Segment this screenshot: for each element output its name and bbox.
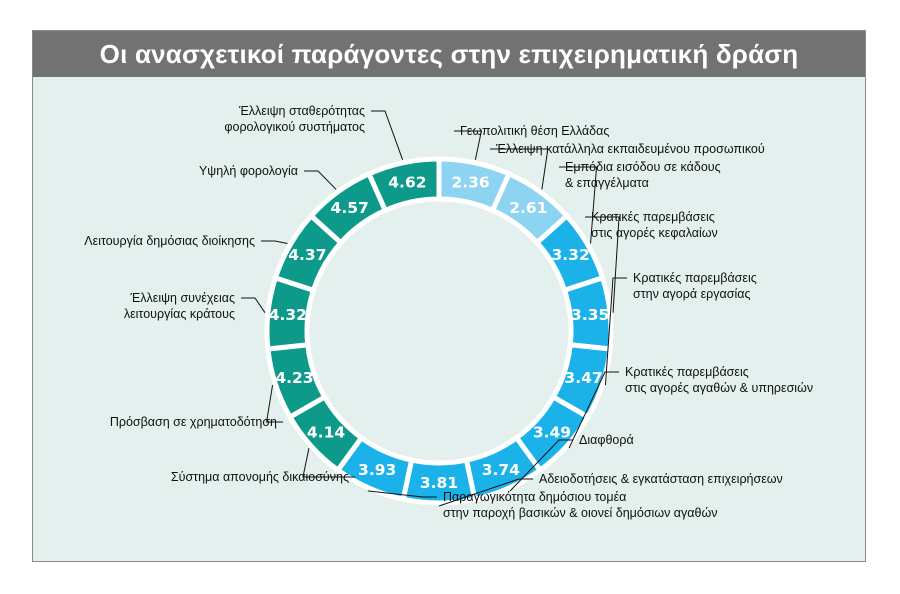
- slice-label-line: Εμπόδια εισόδου σε κάδους: [565, 160, 721, 174]
- slice-value: 4.57: [331, 199, 369, 217]
- slice-label-line: Γεωπολιτική θέση Ελλάδας: [460, 124, 609, 138]
- slice-label-line: Έλλειψη συνέχειας: [129, 291, 235, 305]
- leader-line: [261, 240, 288, 244]
- slice-label: Κρατικές παρεμβάσεις στις αγορές αγαθών &…: [625, 365, 813, 395]
- slice-label-line: Διαφθορά: [579, 433, 634, 447]
- slice-value: 3.93: [358, 461, 396, 479]
- leader-line: [559, 166, 598, 244]
- slice-value: 3.49: [533, 424, 571, 442]
- leader-line: [241, 297, 266, 313]
- leader-line: [568, 371, 619, 449]
- leader-line: [367, 490, 437, 498]
- slice-label-line: φορολογικού συστήματος: [224, 120, 365, 134]
- slice-value: 4.23: [275, 369, 313, 387]
- slice-label-line: στην παροχή βασικών & οιονεί δημόσιων αγ…: [443, 506, 717, 520]
- leader-line: [490, 148, 549, 190]
- leader-line: [265, 384, 283, 423]
- slice-value: 3.32: [552, 246, 590, 264]
- slice-label-line: Λειτουργία δημόσιας διοίκησης: [84, 234, 255, 248]
- donut-slice: [365, 156, 442, 214]
- slice-label-line: λειτουργίας κράτους: [124, 307, 235, 321]
- leader-line: [454, 130, 482, 160]
- slice-label-line: στις αγορές κεφαλαίων: [591, 226, 718, 240]
- donut-chart: 2.36 Γεωπολιτική θέση Ελλάδας 2.61 Έλλειψη …: [84, 104, 813, 520]
- slice-value: 4.62: [388, 173, 426, 191]
- leader-line: [509, 439, 573, 492]
- slice-label-line: Κρατικές παρεμβάσεις: [591, 210, 715, 224]
- slice-label: Κρατικές παρεμβάσεις στην αγορά εργασίας: [633, 271, 757, 301]
- slice-value: 4.14: [307, 424, 345, 442]
- slice-label: Κρατικές παρεμβάσεις στις αγορές κεφαλαίω…: [591, 210, 718, 240]
- slice-label: Έλλειψη κατάλληλα εκπαιδευμένου προσωπικ…: [495, 142, 765, 156]
- slice-label-line: στις αγορές αγαθών & υπηρεσιών: [625, 381, 813, 395]
- slice-label-line: στην αγορά εργασίας: [633, 287, 750, 301]
- slice-label: Παραγωγικότητα δημόσιου τομέα στην παροχή…: [443, 490, 717, 520]
- slice-value: 3.81: [420, 474, 458, 492]
- slice-label: Λειτουργία δημόσιας διοίκησης: [84, 234, 255, 248]
- slice-label-line: Παραγωγικότητα δημόσιου τομέα: [443, 490, 626, 504]
- slice-value: 3.74: [482, 461, 520, 479]
- leader-line: [438, 478, 533, 507]
- slice-label-line: Έλλειψη σταθερότητας: [238, 104, 365, 118]
- slice-value: 2.61: [509, 199, 547, 217]
- slice-label-line: Υψηλή φορολογία: [199, 164, 298, 178]
- slice-label-line: Κρατικές παρεμβάσεις: [625, 365, 749, 379]
- slice-label-line: Αδειοδοτήσεις & εγκατάσταση επιχειρήσεων: [539, 472, 783, 486]
- slice-label: Σύστημα απονομής δικαιοσύνης: [171, 470, 349, 484]
- slice-label-line: Πρόσβαση σε χρηματοδότηση: [110, 415, 277, 429]
- slice-label-line: Έλλειψη κατάλληλα εκπαιδευμένου προσωπικ…: [495, 142, 765, 156]
- leader-line: [585, 216, 620, 313]
- slice-label: Εμπόδια εισόδου σε κάδους & επαγγέλματα: [565, 160, 721, 190]
- slice-label-line: & επαγγέλματα: [565, 176, 649, 190]
- slice-label-line: Σύστημα απονομής δικαιοσύνης: [171, 470, 349, 484]
- leader-line: [604, 277, 627, 386]
- chart-frame: Οι ανασχετικοί παράγοντες στην επιχειρημ…: [32, 30, 866, 562]
- slice-label: Υψηλή φορολογία: [199, 164, 298, 178]
- slice-label-line: Κρατικές παρεμβάσεις: [633, 271, 757, 285]
- slice-value: 3.35: [571, 306, 609, 324]
- slice-label: Έλλειψη συνέχειας λειτουργίας κράτους: [124, 291, 235, 321]
- slice-label: Διαφθορά: [579, 433, 634, 447]
- slice-value: 4.37: [288, 246, 326, 264]
- slice-value: 2.36: [451, 173, 489, 191]
- leader-line: [304, 170, 337, 190]
- leader-line: [302, 447, 355, 478]
- slice-value: 4.32: [269, 306, 307, 324]
- slice-label: Πρόσβαση σε χρηματοδότηση: [110, 415, 277, 429]
- chart-title: Οι ανασχετικοί παράγοντες στην επιχειρημ…: [99, 38, 799, 69]
- title-bar: Οι ανασχετικοί παράγοντες στην επιχειρημ…: [33, 31, 865, 77]
- slice-label: Αδειοδοτήσεις & εγκατάσταση επιχειρήσεων: [539, 472, 783, 486]
- slice-value: 3.47: [564, 369, 602, 387]
- leader-line: [371, 110, 404, 160]
- slice-label: Έλλειψη σταθερότητας φορολογικού συστήματ…: [224, 104, 365, 134]
- slice-label: Γεωπολιτική θέση Ελλάδας: [460, 124, 609, 138]
